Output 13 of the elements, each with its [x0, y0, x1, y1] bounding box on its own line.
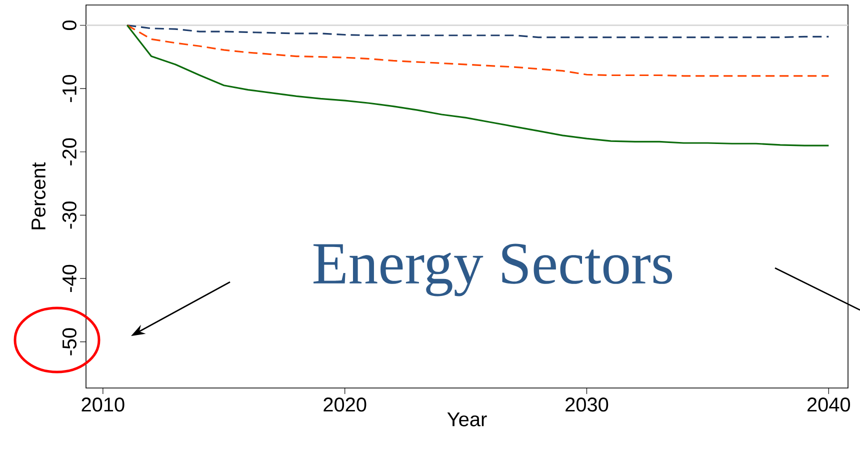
y-tick-label: -30	[62, 202, 76, 229]
y-tick-label: 0	[62, 20, 76, 30]
x-tick-label: 2040	[807, 398, 850, 412]
y-tick-label: -20	[62, 138, 76, 166]
x-axis-title: Year	[447, 412, 487, 426]
x-tick-label: 2020	[324, 398, 366, 412]
y-tick-label: -10	[62, 74, 76, 102]
y-tick-label: -40	[62, 264, 76, 292]
annotation: Energy Sectors	[314, 244, 672, 296]
y-tick-label: -50	[62, 328, 76, 356]
x-tick-label: 2030	[566, 398, 608, 412]
x-tick-label: 2010	[82, 398, 124, 412]
y-axis-title: Percent	[32, 162, 46, 230]
